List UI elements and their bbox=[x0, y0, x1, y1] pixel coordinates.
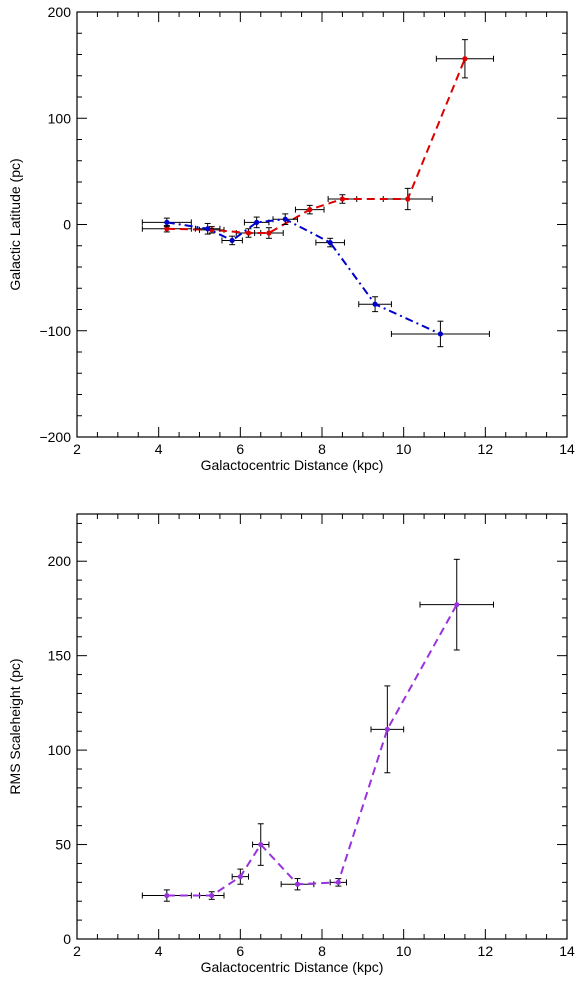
data-point bbox=[229, 237, 235, 244]
x-tick-label: 4 bbox=[155, 943, 163, 959]
data-point bbox=[209, 892, 215, 899]
data-point bbox=[339, 196, 346, 202]
data-point bbox=[335, 879, 341, 885]
x-tick-label: 4 bbox=[155, 441, 163, 457]
data-point bbox=[266, 230, 272, 236]
x-axis-title: Galactocentric Distance (kpc) bbox=[201, 457, 384, 473]
data-point bbox=[258, 841, 264, 848]
y-tick-label: 100 bbox=[48, 110, 72, 126]
plot-frame bbox=[76, 513, 568, 940]
y-tick-label: 0 bbox=[63, 217, 71, 233]
x-tick-label: 12 bbox=[478, 943, 494, 959]
data-point bbox=[437, 331, 444, 337]
data-point bbox=[282, 216, 288, 222]
data-point bbox=[405, 196, 411, 202]
series-line bbox=[166, 58, 466, 234]
scaleheight-chart: 2 4 6 8 10 12 14 0 50 100 150 200 Galactocentric Dis… bbox=[7, 513, 575, 975]
x-tick-label: 12 bbox=[478, 441, 494, 457]
y-tick-label: 50 bbox=[55, 837, 71, 853]
x-tick-label: 8 bbox=[318, 441, 326, 457]
data-point bbox=[245, 230, 252, 236]
x-tick-label: 8 bbox=[318, 943, 326, 959]
y-tick-label: 0 bbox=[63, 931, 71, 947]
data-point bbox=[307, 207, 313, 213]
plot-frame bbox=[76, 11, 568, 438]
data-point bbox=[205, 226, 211, 232]
data-point bbox=[384, 726, 390, 732]
series-1 bbox=[141, 213, 490, 348]
x-tick-label: 6 bbox=[236, 441, 244, 457]
data-point bbox=[164, 892, 170, 899]
data-point bbox=[254, 219, 260, 225]
y-tick-label: −100 bbox=[39, 323, 71, 339]
data-point bbox=[164, 226, 170, 232]
data-point bbox=[294, 881, 301, 887]
series-line bbox=[166, 218, 441, 335]
x-tick-label: 10 bbox=[396, 943, 412, 959]
y-axis-title: RMS Scaleheight (pc) bbox=[7, 658, 23, 794]
x-tick-label: 6 bbox=[236, 943, 244, 959]
x-axis-title: Galactocentric Distance (kpc) bbox=[201, 959, 384, 975]
y-tick-label: 150 bbox=[48, 648, 72, 664]
series-0 bbox=[141, 558, 494, 902]
y-tick-label: 200 bbox=[48, 4, 72, 20]
series-line bbox=[166, 604, 458, 897]
series-0 bbox=[141, 39, 494, 239]
data-point bbox=[454, 602, 460, 608]
data-point bbox=[462, 56, 468, 62]
y-tick-label: 200 bbox=[48, 553, 72, 569]
latitude-chart: 2 4 6 8 10 12 14 −200 −100 0 100 200 Galactocentric … bbox=[7, 4, 575, 473]
data-point bbox=[372, 301, 378, 307]
x-tick-label: 2 bbox=[73, 441, 81, 457]
x-tick-label: 2 bbox=[73, 943, 81, 959]
y-tick-label: −200 bbox=[39, 429, 71, 445]
y-tick-label: 100 bbox=[48, 742, 72, 758]
data-point bbox=[237, 874, 243, 880]
data-point bbox=[164, 219, 170, 225]
x-tick-label: 14 bbox=[559, 943, 575, 959]
x-tick-label: 14 bbox=[559, 441, 575, 457]
data-point bbox=[327, 239, 333, 246]
x-tick-label: 10 bbox=[396, 441, 412, 457]
y-axis-title: Galactic Latitude (pc) bbox=[7, 158, 23, 290]
